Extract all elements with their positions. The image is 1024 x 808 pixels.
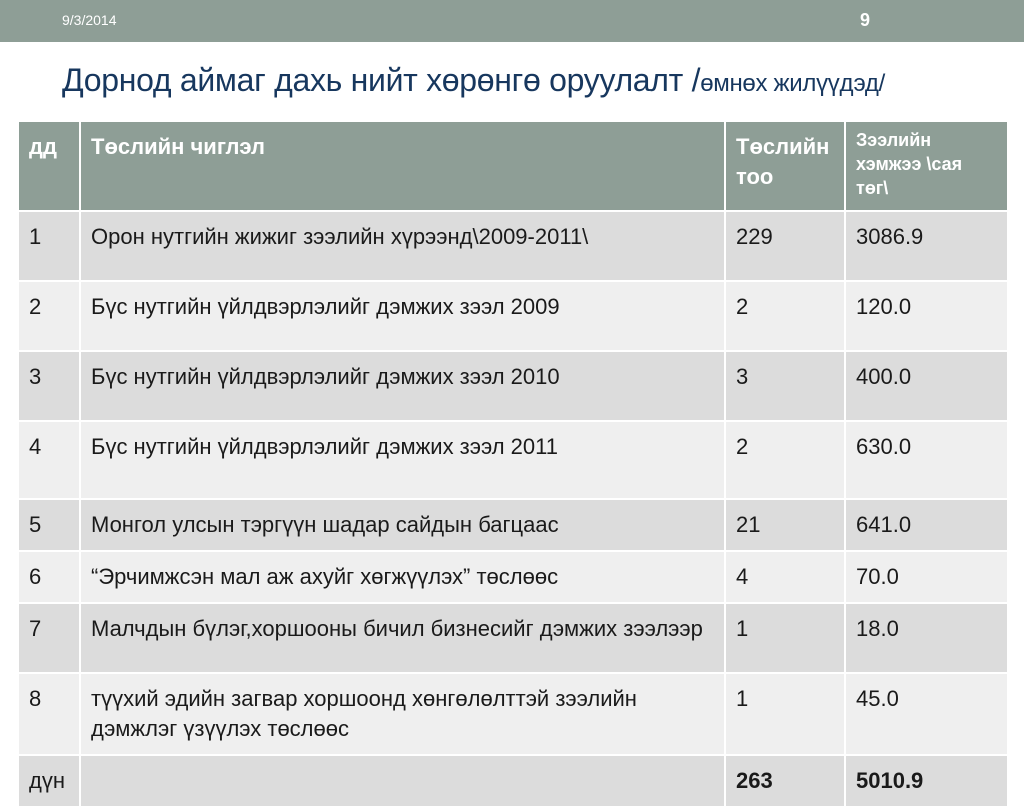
cell-count: 1 xyxy=(724,672,846,756)
cell-direction: Монгол улсын тэргүүн шадар сайдын багцаа… xyxy=(79,498,726,552)
cell-direction: Бүс нутгийн үйлдвэрлэлийг дэмжих зээл 20… xyxy=(79,350,726,422)
table-row: 2 Бүс нутгийн үйлдвэрлэлийг дэмжих зээл … xyxy=(17,280,1009,352)
header-direction: Төслийн чиглэл xyxy=(79,120,726,212)
table-row: 5 Монгол улсын тэргүүн шадар сайдын багц… xyxy=(17,498,1009,552)
cell-amount: 641.0 xyxy=(844,498,1009,552)
cell-count: 2 xyxy=(724,280,846,352)
cell-direction: Орон нутгийн жижиг зээлийн хүрээнд\2009-… xyxy=(79,210,726,282)
cell-direction: Малчдын бүлэг,хоршооны бичил бизнесийг д… xyxy=(79,602,726,674)
total-count: 263 xyxy=(724,754,846,808)
table-row: 4 Бүс нутгийн үйлдвэрлэлийг дэмжих зээл … xyxy=(17,420,1009,500)
header-loan-amount: Зээлийн хэмжээ \сая төг\ xyxy=(844,120,1009,212)
cell-count: 229 xyxy=(724,210,846,282)
total-label: дүн xyxy=(17,754,81,808)
cell-amount: 3086.9 xyxy=(844,210,1009,282)
table-row: 1 Орон нутгийн жижиг зээлийн хүрээнд\200… xyxy=(17,210,1009,282)
cell-no: 3 xyxy=(17,350,81,422)
cell-no: 2 xyxy=(17,280,81,352)
table-row: 3 Бүс нутгийн үйлдвэрлэлийг дэмжих зээл … xyxy=(17,350,1009,422)
table-row: 6 “Эрчимжсэн мал аж ахуйг хөгжүүлэх” төс… xyxy=(17,550,1009,604)
table-header-row: дд Төслийн чиглэл Төслийн тоо Зээлийн хэ… xyxy=(17,120,1009,212)
cell-count: 21 xyxy=(724,498,846,552)
cell-no: 7 xyxy=(17,602,81,674)
cell-count: 1 xyxy=(724,602,846,674)
table-total-row: дүн 263 5010.9 xyxy=(17,754,1009,808)
title-sub: өмнөх жилүүдэд/ xyxy=(700,70,885,97)
cell-no: 4 xyxy=(17,420,81,500)
cell-no: 1 xyxy=(17,210,81,282)
cell-direction: түүхий эдийн загвар хоршоонд хөнгөлөлттэ… xyxy=(79,672,726,756)
cell-amount: 70.0 xyxy=(844,550,1009,604)
slide-date: 9/3/2014 xyxy=(62,12,117,28)
cell-direction: Бүс нутгийн үйлдвэрлэлийг дэмжих зээл 20… xyxy=(79,420,726,500)
cell-no: 6 xyxy=(17,550,81,604)
title-main: Дорнод аймаг дахь нийт хөрөнгө оруулалт … xyxy=(62,62,701,98)
cell-amount: 400.0 xyxy=(844,350,1009,422)
cell-amount: 45.0 xyxy=(844,672,1009,756)
cell-amount: 630.0 xyxy=(844,420,1009,500)
table-row: 8 түүхий эдийн загвар хоршоонд хөнгөлөлт… xyxy=(17,672,1009,756)
cell-amount: 120.0 xyxy=(844,280,1009,352)
cell-no: 8 xyxy=(17,672,81,756)
cell-amount: 18.0 xyxy=(844,602,1009,674)
cell-count: 3 xyxy=(724,350,846,422)
total-empty xyxy=(79,754,726,808)
cell-count: 4 xyxy=(724,550,846,604)
slide-title: Дорнод аймаг дахь нийт хөрөнгө оруулалт … xyxy=(62,62,1002,99)
table-row: 7 Малчдын бүлэг,хоршооны бичил бизнесийг… xyxy=(17,602,1009,674)
total-amount: 5010.9 xyxy=(844,754,1009,808)
top-bar: 9/3/2014 9 xyxy=(0,0,1024,42)
cell-no: 5 xyxy=(17,498,81,552)
cell-direction: “Эрчимжсэн мал аж ахуйг хөгжүүлэх” төслө… xyxy=(79,550,726,604)
cell-count: 2 xyxy=(724,420,846,500)
header-no: дд xyxy=(17,120,81,212)
investment-table: дд Төслийн чиглэл Төслийн тоо Зээлийн хэ… xyxy=(17,120,1009,808)
header-project-count: Төслийн тоо xyxy=(724,120,846,212)
cell-direction: Бүс нутгийн үйлдвэрлэлийг дэмжих зээл 20… xyxy=(79,280,726,352)
page-number: 9 xyxy=(860,10,871,30)
